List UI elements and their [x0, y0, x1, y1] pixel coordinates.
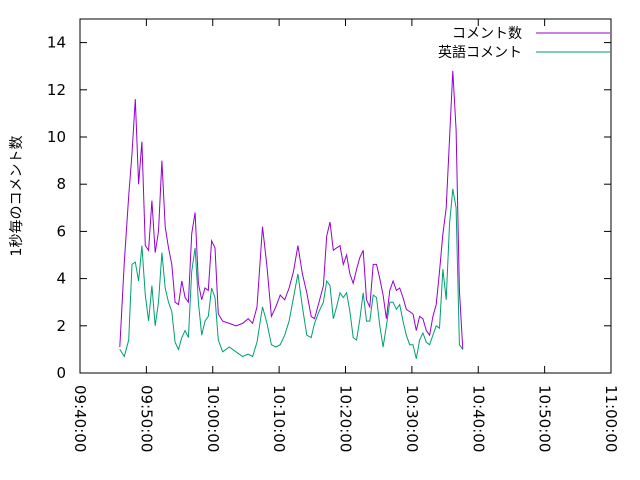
- series-line-1: [119, 70, 464, 350]
- y-tick-label: 14: [47, 34, 66, 52]
- plot-frame: [79, 18, 612, 374]
- y-tick-label: 4: [56, 270, 66, 288]
- legend-label-1: コメント数: [452, 26, 522, 42]
- x-tick-label: 10:20:00: [337, 385, 355, 452]
- y-tick-label: 2: [56, 317, 66, 335]
- y-tick-label: 8: [56, 175, 66, 193]
- x-tick-label: 09:50:00: [137, 385, 155, 452]
- x-tick-label: 10:00:00: [204, 385, 222, 452]
- x-tick-label: 11:00:00: [602, 385, 620, 452]
- y-tick-label: 0: [56, 364, 66, 382]
- series-line-2: [119, 188, 464, 359]
- x-tick-label: 09:40:00: [71, 385, 89, 452]
- x-tick-label: 10:40:00: [469, 385, 487, 452]
- y-tick-label: 6: [56, 222, 66, 240]
- y-tick-label: 10: [47, 128, 66, 146]
- axes: 0 2 4 6 8 10 12 14 09:40:00 09:50:00 10:00:00 10:10…: [47, 19, 620, 452]
- legend-label-2: 英語コメント: [438, 44, 522, 61]
- series-lines: [119, 70, 464, 359]
- x-tick-label: 10:30:00: [403, 385, 421, 452]
- x-tick-label: 10:10:00: [270, 385, 288, 452]
- x-tick-label: 10:50:00: [536, 385, 554, 452]
- y-axis-label: 1秒毎のコメント数: [9, 136, 25, 257]
- y-tick-label: 12: [47, 81, 66, 99]
